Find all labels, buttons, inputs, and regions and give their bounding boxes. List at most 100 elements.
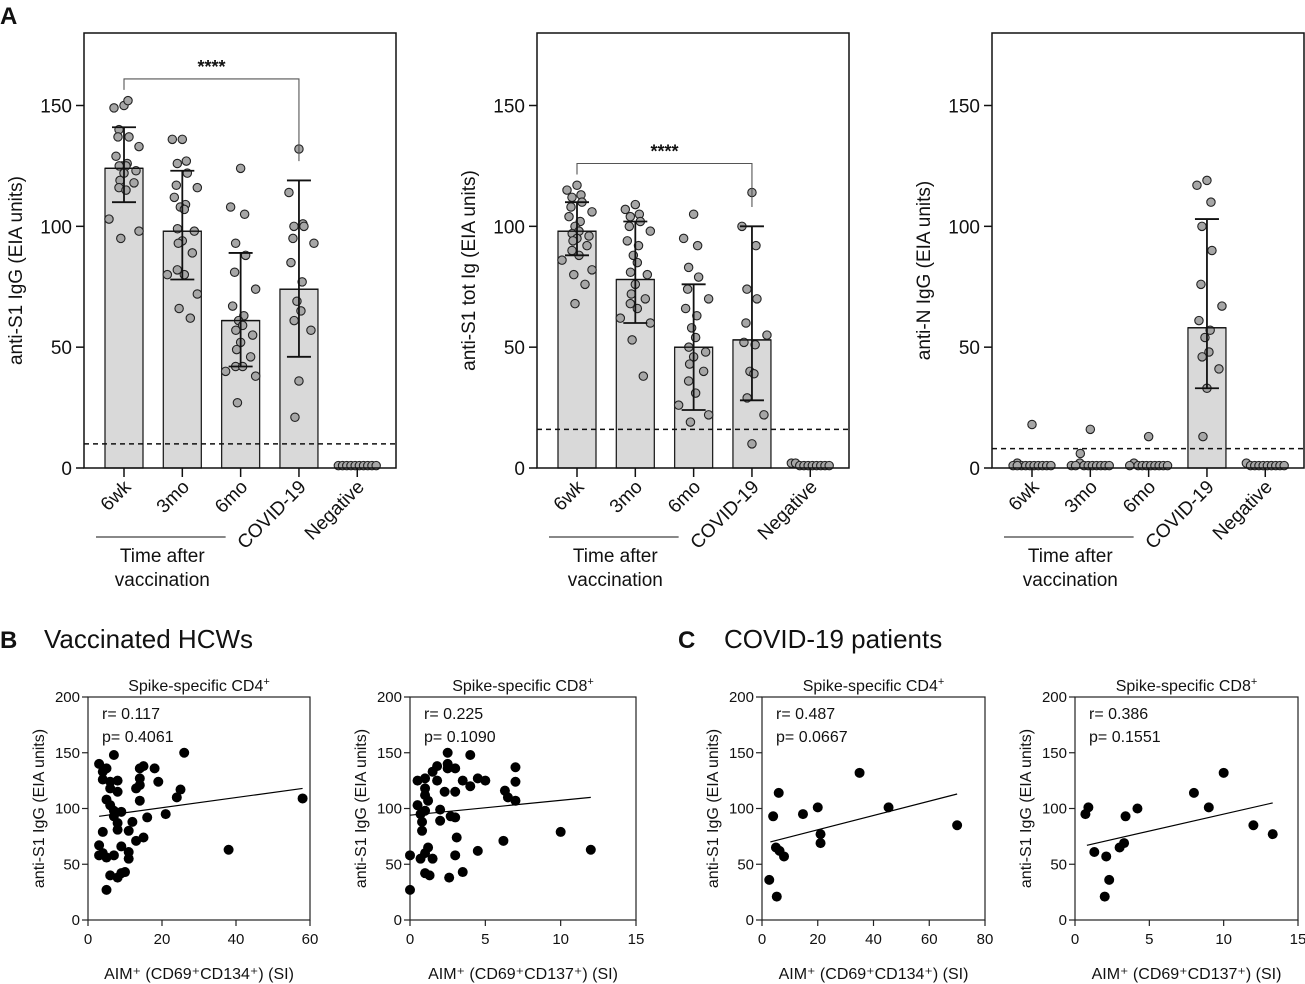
- data-point: [1214, 364, 1224, 374]
- data-point: [171, 180, 182, 191]
- r-value: r= 0.386: [1089, 706, 1148, 723]
- data-point: [94, 840, 105, 851]
- data-point: [179, 269, 190, 280]
- panel-title-c: COVID-19 patients: [724, 624, 942, 654]
- data-point: [424, 870, 435, 881]
- data-point: [759, 410, 769, 420]
- data-point: [250, 284, 261, 294]
- data-point: [286, 257, 296, 268]
- data-point: [555, 826, 566, 837]
- significance-bracket: [123, 78, 300, 162]
- y-tick-label: 50: [737, 856, 754, 873]
- data-point: [1197, 352, 1207, 362]
- data-point: [230, 238, 241, 249]
- category-label: 6wk: [1005, 476, 1044, 515]
- data-point: [741, 318, 751, 328]
- data-point: [111, 151, 121, 162]
- data-point: [642, 269, 653, 280]
- data-point: [632, 257, 643, 268]
- bar-chart-3: 0 50 100 150 anti-N IgG (EIA units) 6wk 3mo 6mo…: [914, 32, 1305, 591]
- y-tick-label: 100: [1042, 801, 1067, 818]
- data-point: [1197, 221, 1207, 232]
- data-point: [405, 884, 415, 895]
- data-point: [680, 303, 691, 314]
- data-point: [108, 749, 119, 760]
- data-point: [703, 410, 714, 420]
- data-point: [294, 376, 304, 386]
- y-tick-label: 200: [729, 689, 754, 706]
- data-point: [245, 352, 256, 362]
- data-point: [173, 238, 184, 249]
- data-point: [442, 747, 453, 758]
- group-label-line1: Time after: [120, 546, 205, 567]
- data-point: [615, 313, 626, 323]
- data-point: [1196, 279, 1206, 290]
- data-point: [572, 180, 582, 191]
- data-point: [1217, 301, 1227, 311]
- scatter-chart-2: 0 50 100 150 200 0 5 10 15 Spike-specific CD8+ r= …: [353, 676, 644, 983]
- y-tick-label: 0: [746, 912, 754, 929]
- category-label: 6mo: [1119, 477, 1160, 518]
- data-point: [439, 786, 450, 797]
- data-point: [582, 240, 592, 251]
- data-point: [812, 802, 823, 813]
- x-tick-label: 60: [302, 931, 319, 948]
- data-point: [289, 315, 299, 326]
- data-point: [112, 786, 123, 797]
- y-tick-label: 150: [493, 97, 525, 118]
- data-point: [625, 267, 636, 277]
- category-label: Negative: [1209, 477, 1277, 545]
- data-point: [229, 267, 240, 277]
- data-point: [557, 255, 567, 265]
- x-axis-label: AIM⁺ (CD69⁺CD137⁺) (SI): [428, 966, 618, 983]
- category-label: 6wk: [550, 476, 589, 515]
- category-label: 3mo: [606, 477, 647, 518]
- data-point: [171, 792, 182, 803]
- data-point: [169, 192, 180, 203]
- data-point: [682, 284, 693, 294]
- data-point: [417, 816, 428, 827]
- data-point: [764, 874, 775, 885]
- data-point: [1198, 431, 1208, 442]
- bar-6wk: [104, 167, 144, 469]
- y-tick-label: 150: [40, 97, 72, 118]
- data-point: [432, 775, 443, 786]
- regression-line: [409, 796, 591, 816]
- data-point: [123, 825, 134, 836]
- data-point: [284, 187, 294, 198]
- data-point: [698, 366, 709, 377]
- data-point: [177, 134, 188, 145]
- data-point: [692, 310, 702, 321]
- data-point: [290, 412, 300, 422]
- data-point: [1206, 197, 1216, 207]
- panel-label-b: B: [0, 627, 17, 654]
- data-point: [1101, 851, 1112, 862]
- data-point: [1207, 245, 1217, 256]
- significance-label: ****: [197, 57, 225, 77]
- data-point: [570, 298, 580, 309]
- data-point: [751, 240, 761, 251]
- data-point: [247, 330, 258, 340]
- data-point: [678, 233, 689, 244]
- y-tick-label: 100: [55, 801, 80, 818]
- data-point: [97, 826, 108, 837]
- significance-bracket: [576, 162, 753, 207]
- x-axis-label: AIM⁺ (CD69⁺CD137⁺) (SI): [1092, 966, 1282, 983]
- data-point: [108, 850, 119, 861]
- data-point: [417, 825, 428, 836]
- y-tick-label: 150: [948, 97, 980, 118]
- data-point: [412, 800, 423, 811]
- data-point: [632, 303, 643, 314]
- y-tick-label: 100: [377, 801, 402, 818]
- data-point: [568, 236, 578, 246]
- data-point: [673, 400, 684, 410]
- data-point: [1089, 846, 1100, 857]
- data-point: [104, 214, 114, 224]
- bar-chart-1: 0 50 100 150 anti-S1 IgG (EIA units) 6wk 3mo 6m…: [6, 32, 397, 591]
- scatter-title-sup: +: [938, 676, 944, 688]
- x-tick-label: 10: [552, 931, 569, 948]
- y-tick-label: 100: [493, 217, 525, 238]
- y-axis-label: anti-S1 IgG (EIA units): [1018, 729, 1035, 888]
- data-point: [192, 289, 203, 299]
